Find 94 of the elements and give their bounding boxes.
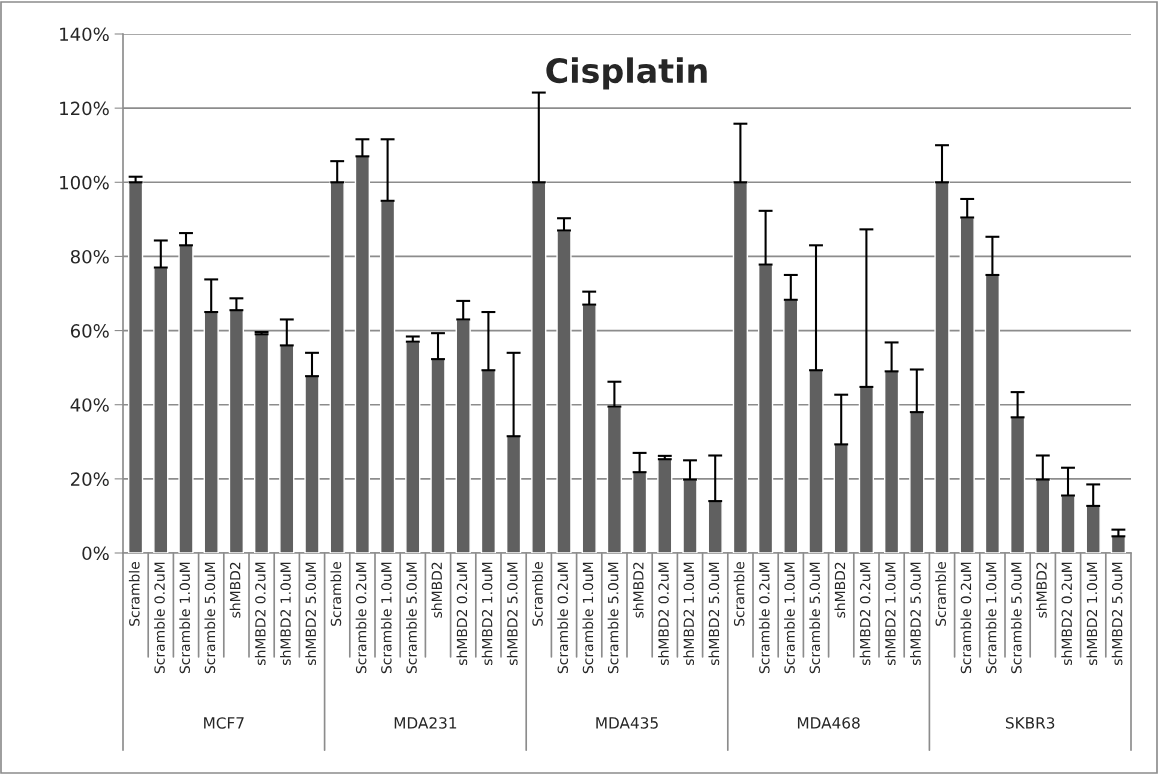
bar (405, 340, 421, 553)
x-tick-label: shMBD2 0.2uM (456, 562, 468, 665)
bar (657, 458, 673, 553)
y-tick-label: 60% (70, 324, 109, 338)
bar (808, 369, 824, 553)
x-tick-label: shMBD2 (632, 562, 644, 618)
x-tick-label: shMBD2 1.0uM (280, 562, 291, 665)
bar (379, 200, 396, 553)
x-tick-label: Scramble 0.2uM (758, 562, 770, 674)
x-tick-label: shMBD2 5.0uM (708, 562, 720, 665)
bar (631, 471, 648, 553)
bar (228, 309, 245, 553)
x-tick-label: shMBD2 1.0uM (683, 562, 695, 665)
bar (858, 386, 875, 553)
x-tick-label: shMBD2 0.2uM (254, 562, 266, 665)
x-tick-label: Scramble (935, 562, 947, 626)
bar (757, 263, 774, 553)
text: MDA468 (797, 717, 860, 729)
x-tick-label: shMBD2 1.0uM (1086, 562, 1098, 665)
x-tick-label: shMBD2 (229, 562, 241, 618)
x-tick-label: Scramble 1.0uM (179, 562, 191, 674)
text: Cisplatin (546, 57, 707, 90)
x-tick-label: shMBD2 (834, 562, 846, 618)
x-tick-label: Scramble (128, 562, 140, 626)
bar (883, 370, 900, 553)
bar (455, 318, 471, 553)
bar (833, 443, 849, 553)
bar (1035, 478, 1051, 553)
x-tick-label: Scramble 5.0uM (607, 562, 619, 674)
bar (581, 303, 597, 553)
x-tick-label: shMBD2 0.2uM (658, 562, 669, 665)
x-tick-label: shMBD2 1.0uM (884, 562, 896, 665)
x-tick-label: shMBD2 0.2uM (1061, 562, 1073, 665)
bar (304, 375, 320, 553)
text: MCF7 (204, 717, 244, 729)
bar (127, 181, 144, 553)
x-tick-label: Scramble (330, 562, 342, 626)
x-tick-label: Scramble 5.0uM (204, 562, 216, 674)
bar (1085, 505, 1101, 553)
text: MDA231 (394, 717, 457, 729)
x-tick-label: Scramble 5.0uM (1010, 562, 1022, 674)
bar (732, 181, 749, 553)
x-tick-label: Scramble 1.0uM (582, 562, 594, 674)
x-tick-label: shMBD2 5.0uM (305, 562, 317, 665)
bar (682, 478, 698, 553)
x-tick-label: Scramble 0.2uM (960, 562, 972, 674)
y-tick-label: 0% (82, 546, 109, 561)
x-tick-label: shMBD2 (431, 562, 443, 618)
bar (505, 435, 522, 553)
text: SKBR3 (1005, 717, 1055, 729)
bar (934, 181, 950, 553)
bar (354, 155, 371, 553)
bar (531, 181, 547, 553)
y-tick-label: 80% (70, 249, 109, 264)
bar (203, 311, 219, 553)
bar (178, 244, 194, 553)
x-tick-label: Scramble (733, 562, 745, 626)
y-tick-label: 140% (60, 27, 109, 42)
bar (1110, 535, 1127, 553)
x-tick-label: Scramble 0.2uM (557, 562, 569, 674)
bar (153, 266, 169, 553)
x-tick-label: Scramble 0.2uM (355, 562, 367, 674)
bar (606, 405, 623, 553)
x-tick-label: Scramble 0.2uM (154, 562, 165, 674)
bar (959, 216, 975, 553)
bar (253, 333, 270, 553)
x-tick-label: shMBD2 5.0uM (506, 562, 518, 665)
x-tick-label: Scramble 5.0uM (406, 562, 417, 674)
x-tick-label: Scramble 1.0uM (784, 562, 795, 674)
x-tick-label: shMBD2 0.2uM (859, 562, 871, 665)
x-tick-label: shMBD2 5.0uM (1111, 562, 1123, 665)
bar (1009, 416, 1026, 553)
x-tick-label: Scramble 5.0uM (809, 562, 821, 674)
y-tick-label: 40% (70, 398, 109, 412)
bar (707, 500, 723, 553)
y-tick-label: 120% (60, 101, 109, 116)
x-tick-label: shMBD2 5.0uM (910, 562, 921, 665)
bar (909, 411, 925, 553)
text: MDA435 (596, 717, 658, 729)
bar (279, 344, 295, 553)
bar (430, 358, 446, 553)
bar (783, 299, 799, 553)
x-tick-label: shMBD2 (1036, 562, 1047, 618)
y-tick-label: 20% (71, 472, 109, 486)
x-tick-label: Scramble (532, 562, 543, 626)
y-tick-label: 100% (60, 175, 109, 190)
x-tick-label: shMBD2 1.0uM (481, 562, 493, 665)
bar (984, 274, 1001, 553)
bar (480, 369, 497, 553)
bar (556, 229, 572, 553)
bar (329, 181, 345, 553)
x-tick-label: Scramble 1.0uM (380, 562, 392, 674)
x-tick-label: Scramble 1.0uM (985, 562, 997, 674)
bar (1060, 494, 1076, 553)
